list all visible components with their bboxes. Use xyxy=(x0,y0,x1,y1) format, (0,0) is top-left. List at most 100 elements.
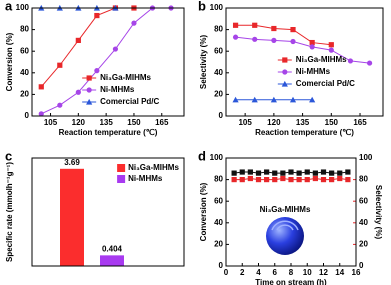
y-tick-label: 100 xyxy=(210,153,224,162)
marker xyxy=(288,177,294,183)
y-tick-label: 20 xyxy=(214,240,223,249)
y2-axis-label: Selectivity (%) xyxy=(374,185,383,240)
marker xyxy=(252,22,258,28)
plot-frame xyxy=(225,157,357,267)
x-tick-label: 150 xyxy=(325,118,339,127)
marker xyxy=(239,169,245,175)
x-tick-label: 165 xyxy=(353,118,367,127)
marker xyxy=(112,46,119,52)
marker xyxy=(328,42,334,48)
annotation: Ni₃Ga-MIHMs xyxy=(260,205,311,214)
marker xyxy=(337,170,343,176)
y2-tick-label: 80 xyxy=(359,175,368,184)
legend-label: Ni-MHMs xyxy=(128,174,163,183)
panel-label: d xyxy=(198,148,206,163)
bar xyxy=(60,168,84,266)
marker xyxy=(264,177,270,183)
marker xyxy=(290,27,296,33)
y-axis-label: Selectivity (%) xyxy=(199,35,208,90)
marker xyxy=(347,58,354,64)
y2-tick-label: 20 xyxy=(359,240,368,249)
marker xyxy=(309,39,315,46)
marker xyxy=(75,89,81,95)
y2-tick-label: 0 xyxy=(359,261,364,270)
marker xyxy=(131,20,137,26)
y-tick-label: 80 xyxy=(20,25,29,34)
y2-tick-label: 60 xyxy=(359,196,368,205)
x-tick-label: 16 xyxy=(352,268,361,277)
marker xyxy=(304,169,310,175)
y-tick-label: 0 xyxy=(219,111,224,120)
y-tick-label: 80 xyxy=(214,175,223,184)
y-tick-label: 100 xyxy=(16,3,30,12)
x-axis-label: Reaction temperature (℃) xyxy=(255,128,354,137)
y-axis-label: Conversion (%) xyxy=(5,32,14,91)
y-axis-label: Conversion (%) xyxy=(199,182,208,241)
x-tick-label: 150 xyxy=(127,118,141,127)
legend-label: Ni₃Ga-MIHMs xyxy=(128,163,179,172)
marker xyxy=(345,177,351,183)
marker xyxy=(280,175,286,182)
panel-label: b xyxy=(198,0,206,13)
marker xyxy=(312,175,318,182)
y-tick-label: 40 xyxy=(214,218,223,227)
plot-frame xyxy=(225,7,384,117)
marker xyxy=(247,175,253,182)
marker xyxy=(232,22,239,28)
legend-label: Comercial Pd/C xyxy=(100,97,159,106)
y-tick-label: 80 xyxy=(214,25,223,34)
marker xyxy=(270,96,277,103)
marker xyxy=(247,169,253,175)
marker xyxy=(86,87,92,93)
marker xyxy=(231,177,237,183)
y-tick-label: 20 xyxy=(214,90,223,99)
marker xyxy=(86,98,93,105)
marker xyxy=(296,170,302,176)
marker xyxy=(252,36,258,42)
y-tick-label: 60 xyxy=(20,46,29,55)
x-tick-label: 0 xyxy=(224,268,229,277)
marker xyxy=(38,111,44,117)
sphere-illustration xyxy=(266,217,304,255)
legend-label: Ni-MHMs xyxy=(100,85,135,94)
x-tick-label: 14 xyxy=(335,268,344,277)
marker xyxy=(329,170,335,176)
legend-label: Ni₃Ga-MIHMs xyxy=(296,55,347,64)
x-tick-label: 12 xyxy=(319,268,328,277)
marker xyxy=(94,68,100,74)
legend-swatch xyxy=(117,175,126,183)
marker xyxy=(272,177,278,183)
x-tick-label: 8 xyxy=(289,268,294,277)
marker xyxy=(280,170,286,176)
x-axis-label: Time on stream (h) xyxy=(255,278,327,285)
marker xyxy=(86,75,92,81)
marker xyxy=(296,177,302,183)
marker xyxy=(281,80,288,87)
marker xyxy=(345,169,351,175)
bar-value-label: 0.404 xyxy=(102,244,123,253)
y-tick-label: 40 xyxy=(20,68,29,77)
series-line xyxy=(235,36,370,64)
x-tick-label: 135 xyxy=(296,118,310,127)
sphere-shell xyxy=(271,220,299,231)
x-tick-label: 105 xyxy=(238,118,252,127)
x-axis-label: Reaction temperature (℃) xyxy=(59,128,158,137)
x-tick-label: 120 xyxy=(72,118,86,127)
marker xyxy=(328,47,334,53)
series-line xyxy=(235,24,332,46)
marker xyxy=(57,102,63,108)
marker xyxy=(320,169,327,175)
marker xyxy=(264,169,270,175)
marker xyxy=(304,177,310,183)
y-tick-label: 100 xyxy=(210,3,224,12)
x-tick-label: 105 xyxy=(44,118,58,127)
marker xyxy=(94,12,100,19)
y-tick-label: 40 xyxy=(214,68,223,77)
marker xyxy=(251,96,258,103)
marker xyxy=(57,62,63,68)
marker xyxy=(255,177,262,183)
x-tick-label: 6 xyxy=(273,268,278,277)
y-tick-label: 20 xyxy=(20,90,29,99)
y-axis-label: Specific rate (mmolh⁻¹g⁻¹) xyxy=(5,162,14,262)
